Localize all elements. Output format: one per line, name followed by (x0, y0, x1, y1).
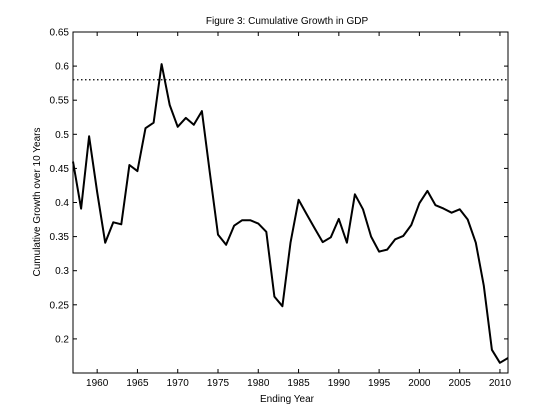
x-tick-label: 1970 (167, 378, 190, 389)
plot-area: 1960 1965 1970 1975 1980 1985 1990 1995 2000 2005… (50, 28, 512, 390)
x-tick-label: 1960 (86, 378, 109, 389)
plot-frame (72, 31, 509, 374)
x-tick-label: 2000 (408, 378, 431, 389)
series-line (72, 63, 509, 364)
y-tick-label: 0.45 (50, 164, 70, 175)
x-tick-label: 1975 (207, 378, 230, 389)
y-tick-label: 0.6 (55, 62, 69, 73)
x-tick-label: 1995 (368, 378, 391, 389)
y-tick-label: 0.35 (50, 232, 70, 243)
y-tick-label: 0.2 (55, 334, 69, 345)
y-axis-title: Cumulative Growth over 10 Years (32, 128, 43, 277)
y-tick-label: 0.4 (55, 198, 69, 209)
x-tick-label: 1980 (247, 378, 270, 389)
x-axis-title: Ending Year (260, 394, 315, 405)
x-tick-label: 1985 (287, 378, 310, 389)
x-tick-label: 2005 (449, 378, 472, 389)
y-tick-label: 0.3 (55, 266, 69, 277)
y-tick-label: 0.55 (50, 96, 70, 107)
x-tick-label: 1990 (328, 378, 351, 389)
y-tick-label: 0.65 (50, 28, 70, 39)
y-tick-label: 0.25 (50, 300, 70, 311)
y-tick-label: 0.5 (55, 130, 69, 141)
x-tick-label: 1965 (126, 378, 149, 389)
chart-title: Figure 3: Cumulative Growth in GDP (206, 16, 369, 27)
x-tick-label: 2010 (489, 378, 512, 389)
